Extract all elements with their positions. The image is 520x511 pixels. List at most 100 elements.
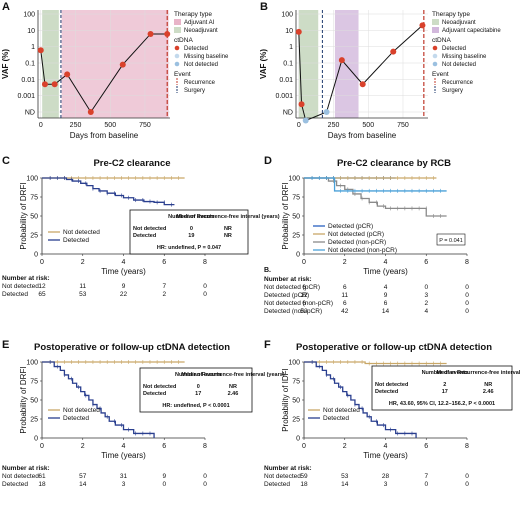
risk-value: 6 [343, 284, 347, 291]
x-axis-label: Time (years) [101, 451, 146, 460]
table-row-label: Detected [375, 389, 398, 395]
legend-title: Event [174, 71, 191, 78]
table-cell: NR [224, 233, 232, 239]
detected-point [164, 30, 171, 37]
x-tick-label: 750 [139, 122, 151, 129]
legend-item: Detected (non-pCR) [328, 239, 386, 246]
km-curve-0 [304, 361, 447, 365]
legend-item: Not detected [323, 407, 360, 414]
y-tick-label: 25 [292, 233, 300, 240]
risk-value: 0 [465, 284, 469, 291]
risk-value: 31 [120, 473, 128, 480]
y-tick-label: 0 [34, 252, 38, 259]
not-detected-point [302, 117, 309, 124]
risk-value: 6 [384, 300, 388, 307]
y-tick-label: 100 [288, 176, 300, 183]
x-axis-label: Time (years) [363, 267, 408, 276]
detected-point [338, 57, 345, 64]
table-row-label: Not detected [143, 384, 176, 390]
risk-title: Number at risk: [2, 275, 50, 282]
y-tick-label: 50 [292, 398, 300, 405]
legend-item: Surgery [442, 88, 463, 94]
legend-item: Detected [63, 237, 89, 244]
detected-point [51, 81, 58, 88]
risk-value: 7 [424, 473, 428, 480]
y-axis-label: VAF (%) [259, 49, 268, 79]
risk-table: Number at risk:Not detected 59 53 28 7 0Detec… [264, 465, 469, 488]
not-detected-point [323, 109, 330, 115]
y-tick-label: 25 [30, 233, 38, 240]
p-value-box [436, 233, 466, 246]
legend-title: Event [432, 71, 449, 78]
x-tick-label: 500 [104, 122, 116, 129]
x-tick-label: 4 [122, 259, 126, 266]
risk-value: 0 [465, 292, 469, 299]
x-tick-label: 6 [162, 443, 166, 450]
risk-value: 7 [162, 283, 166, 290]
risk-value: 6 [343, 300, 347, 307]
y-tick-label: 0 [296, 252, 300, 259]
y-axis-label: VAF (%) [1, 49, 10, 79]
y-tick-label: 25 [292, 417, 300, 424]
risk-value: 57 [79, 473, 87, 480]
km-curve-1 [42, 177, 175, 206]
risk-value: 14 [79, 481, 87, 488]
y-tick-label: 75 [30, 195, 38, 202]
risk-value: 9 [384, 292, 388, 299]
risk-value: 53 [341, 473, 349, 480]
y-tick-label: 0.01 [21, 77, 35, 84]
table-row-label: Detected [133, 233, 156, 239]
stats-box [371, 365, 513, 411]
y-tick-label: 1 [289, 44, 293, 51]
risk-value: 65 [38, 291, 46, 298]
risk-value: 3 [424, 292, 428, 299]
risk-table: Number at risk:Not detected 61 57 31 9 0Detec… [2, 465, 207, 488]
y-tick-label: 100 [23, 12, 35, 19]
x-tick-label: 4 [384, 259, 388, 266]
table-cell: 2 [443, 382, 446, 388]
risk-prefix: B. [264, 267, 271, 274]
x-tick-label: 8 [203, 259, 207, 266]
legend-swatch [432, 27, 439, 33]
neoadjuvant-band [42, 10, 59, 118]
legend-title: Therapy type [174, 11, 212, 18]
legend-marker [174, 61, 180, 67]
x-tick-label: 250 [328, 122, 340, 129]
risk-value: 59 [300, 473, 308, 480]
risk-value: 28 [382, 473, 390, 480]
risk-value: 61 [38, 473, 46, 480]
adjuvant-band [61, 10, 169, 118]
y-tick-label: 100 [26, 360, 38, 367]
legend: Detected (pCR)Not detected (pCR)Detected… [313, 223, 397, 254]
p-value: P = 0.041 [439, 238, 463, 244]
x-tick-label: 500 [362, 122, 374, 129]
risk-value: 0 [203, 283, 207, 290]
table-row-label: Not detected [133, 226, 166, 232]
km-curve-3 [304, 177, 447, 192]
legend-item: Missing baseline [184, 54, 229, 60]
table-cell: 2.46 [483, 389, 494, 395]
legend: Therapy type Neoadjuvant Adjuvant capecita… [432, 11, 501, 94]
neoadjuvant-band [298, 10, 319, 118]
x-tick-label: 2 [81, 259, 85, 266]
x-tick-label: 8 [465, 259, 469, 266]
detected-point [64, 71, 71, 78]
x-tick-label: 8 [465, 443, 469, 450]
detected-point [41, 81, 48, 88]
x-tick-label: 0 [302, 443, 306, 450]
detected-point [390, 48, 397, 55]
risk-value: 2 [162, 291, 166, 298]
legend-item: Adjuvant capecitabine [442, 28, 501, 34]
legend-swatch [432, 19, 439, 25]
table-cell: 17 [442, 389, 448, 395]
risk-value: 0 [465, 308, 469, 315]
table-cell: NR [224, 226, 232, 232]
legend-item: Detected (pCR) [328, 223, 373, 230]
risk-value: 12 [38, 283, 46, 290]
y-tick-label: 0.1 [283, 61, 293, 68]
detected-point [119, 61, 126, 68]
table-row-label: Not detected [375, 382, 408, 388]
